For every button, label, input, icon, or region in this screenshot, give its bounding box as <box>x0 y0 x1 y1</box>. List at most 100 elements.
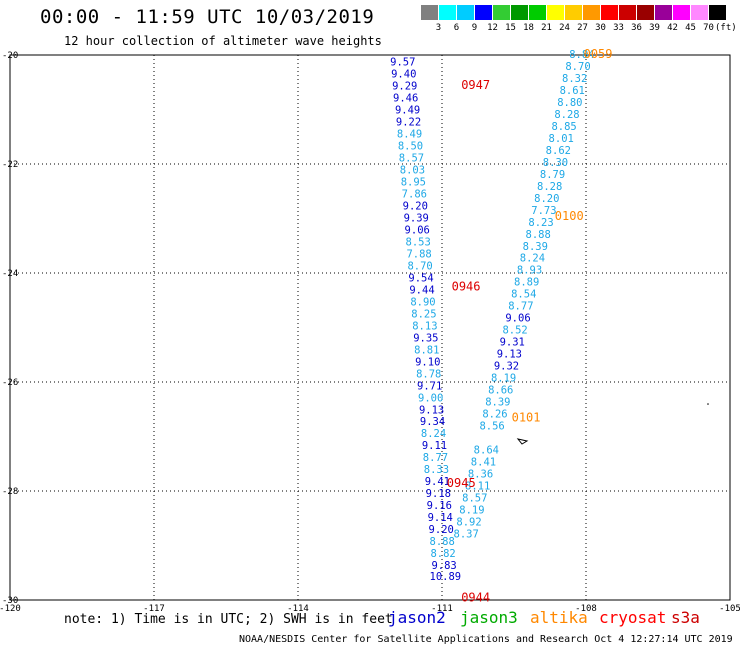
colorbar-label: 24 <box>559 23 570 33</box>
colorbar-label: 15 <box>505 23 516 33</box>
colorbar-label: 33 <box>613 23 624 33</box>
swh-value: 9.29 <box>392 81 417 93</box>
swh-value: 9.20 <box>429 524 454 536</box>
swh-value: 9.71 <box>417 380 442 392</box>
swh-value: 8.53 <box>406 236 431 248</box>
colorbar-label: 18 <box>523 23 534 33</box>
lon-tick-label: -108 <box>575 604 597 614</box>
swh-value: 8.41 <box>471 457 496 469</box>
swh-value: 8.89 <box>514 277 539 289</box>
swh-value: 9.13 <box>419 404 444 416</box>
colorbar-swatch <box>493 5 510 20</box>
island-dot <box>707 403 709 405</box>
swh-value: 8.39 <box>523 241 548 253</box>
swh-value: 8.93 <box>517 265 542 277</box>
colorbar-swatch <box>475 5 492 20</box>
swh-value: 8.70 <box>565 61 590 73</box>
swh-value: 8.62 <box>546 145 571 157</box>
swh-value: 8.28 <box>537 181 562 193</box>
lat-tick-label: -20 <box>2 51 18 61</box>
colorbar-label: 45 <box>685 23 696 33</box>
swh-value: 8.66 <box>488 385 513 397</box>
colorbar-swatch <box>439 5 456 20</box>
colorbar-label: 9 <box>471 23 478 33</box>
swh-value: 8.85 <box>551 121 576 133</box>
swh-value: 9.11 <box>422 440 447 452</box>
altimeter-tracks: 9.579.409.299.469.499.228.498.508.578.03… <box>390 49 594 583</box>
swh-value: 9.54 <box>408 272 433 284</box>
swh-value: 8.82 <box>430 548 455 560</box>
lon-tick-label: -120 <box>0 604 21 614</box>
swh-value: 9.18 <box>426 488 451 500</box>
swh-value: 9.40 <box>391 69 416 81</box>
colorbar-swatch <box>709 5 726 20</box>
swh-value: 8.92 <box>456 517 481 529</box>
swh-value: 9.35 <box>413 332 438 344</box>
island-outline <box>516 438 529 445</box>
swh-value: 9.34 <box>420 416 445 428</box>
swh-value: 9.06 <box>505 313 530 325</box>
swh-value: 8.36 <box>468 469 493 481</box>
swh-value: 8.52 <box>502 325 527 337</box>
swh-value: 8.39 <box>485 397 510 409</box>
swh-value: 8.30 <box>543 157 568 169</box>
swh-value: 8.57 <box>462 493 487 505</box>
colorbar-swatch <box>619 5 636 20</box>
colorbar-label: 70 <box>703 23 714 33</box>
swh-value: 8.01 <box>549 133 574 145</box>
swh-value: 10.89 <box>430 571 462 583</box>
swh-value: 8.13 <box>412 320 437 332</box>
colorbar-swatch <box>529 5 546 20</box>
swh-value: 9.41 <box>425 476 450 488</box>
swh-value: 8.90 <box>410 296 435 308</box>
swh-value: 8.88 <box>526 229 551 241</box>
swh-value: 9.00 <box>418 392 443 404</box>
lat-tick-label: -30 <box>2 596 18 606</box>
swh-value: 8.84 <box>569 49 594 61</box>
swh-value: 9.06 <box>405 224 430 236</box>
swh-value: 8.33 <box>424 464 449 476</box>
swh-value: 8.78 <box>416 368 441 380</box>
swh-value: 8.19 <box>491 373 516 385</box>
swh-value: 8.26 <box>482 409 507 421</box>
swh-value: 8.49 <box>397 128 422 140</box>
colorbar-label: 42 <box>667 23 678 33</box>
colorbar-swatch <box>691 5 708 20</box>
swh-value: 8.77 <box>423 452 448 464</box>
colorbar-swatch <box>565 5 582 20</box>
swh-value: 9.10 <box>415 356 440 368</box>
colorbar-swatch <box>637 5 654 20</box>
colorbar-label: 6 <box>453 23 460 33</box>
pass-time-label: 0945 <box>447 476 476 490</box>
swh-value: 8.24 <box>421 428 446 440</box>
swh-value: 8.54 <box>511 289 536 301</box>
lon-tick-label: -105 <box>719 604 740 614</box>
colorbar-unit: (ft) <box>715 23 737 33</box>
colorbar-label: 30 <box>595 23 606 33</box>
swh-value: 9.46 <box>393 93 418 105</box>
legend-s3a: s3a <box>671 608 700 627</box>
map-title: 00:00 - 11:59 UTC 10/03/2019 <box>40 6 375 28</box>
lon-tick-label: -117 <box>143 604 165 614</box>
legend-cryosat: cryosat <box>599 608 667 627</box>
map-grid <box>9 54 731 601</box>
swh-value: 7.73 <box>531 205 556 217</box>
colorbar-swatch <box>583 5 600 20</box>
map-frame <box>9 54 731 601</box>
swh-value: 8.28 <box>554 109 579 121</box>
swh-value: 9.14 <box>428 512 453 524</box>
pass-time-label: 0947 <box>461 78 490 92</box>
swh-value: 9.49 <box>395 105 420 117</box>
colorbar-label: 36 <box>631 23 642 33</box>
lon-tick-label: -114 <box>287 604 309 614</box>
colorbar-swatch <box>655 5 672 20</box>
swh-value: 8.37 <box>454 529 479 541</box>
colorbar-label: 27 <box>577 23 588 33</box>
swh-value: 8.19 <box>459 505 484 517</box>
swh-value: 8.03 <box>400 164 425 176</box>
lat-tick-label: -26 <box>2 378 18 388</box>
swh-value: 8.61 <box>560 85 585 97</box>
legend-jason3: jason3 <box>460 608 518 627</box>
